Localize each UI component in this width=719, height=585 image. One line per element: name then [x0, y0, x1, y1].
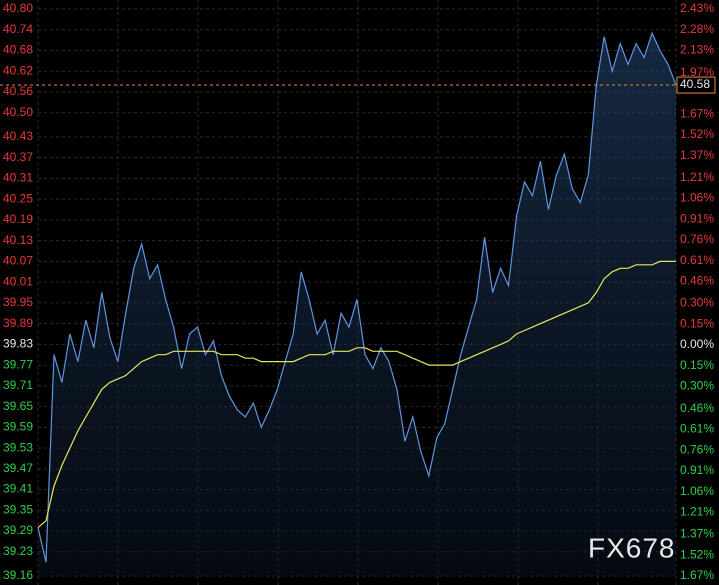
y-tick-label: 40.13 [3, 233, 33, 247]
y-tick-label: 39.89 [3, 316, 33, 330]
y2-tick-label: 0.91% [680, 463, 714, 477]
y-tick-label: 40.62 [3, 63, 33, 77]
y2-tick-label: 1.67% [680, 568, 714, 582]
y2-tick-label: 0.61% [680, 422, 714, 436]
watermark: FX678 [588, 532, 676, 563]
y2-tick-label: 0.00% [680, 337, 714, 351]
y2-tick-label: 1.52% [680, 127, 714, 141]
y-tick-label: 39.47 [3, 461, 33, 475]
y2-tick-label: 0.15% [680, 358, 714, 372]
y2-tick-label: 1.06% [680, 191, 714, 205]
y2-tick-label: 1.06% [680, 484, 714, 498]
y-tick-label: 39.59 [3, 420, 33, 434]
y-tick-label: 39.77 [3, 357, 33, 371]
price-area [38, 33, 676, 576]
last-price-box [676, 76, 716, 94]
y2-tick-label: 0.15% [680, 316, 714, 330]
y2-tick-label: 0.76% [680, 442, 714, 456]
y-tick-label: 40.68 [3, 43, 33, 57]
y2-tick-label: 1.97% [680, 65, 714, 79]
y-tick-label: 39.71 [3, 378, 33, 392]
y-tick-label: 40.07 [3, 254, 33, 268]
y-tick-label: 40.80 [3, 1, 33, 15]
y-tick-label: 39.83 [3, 337, 33, 351]
y-tick-label: 39.29 [3, 523, 33, 537]
y-tick-label: 39.23 [3, 544, 33, 558]
y-tick-label: 39.65 [3, 399, 33, 413]
y2-tick-label: 1.37% [680, 148, 714, 162]
y-tick-label: 39.35 [3, 502, 33, 516]
y-tick-label: 40.19 [3, 212, 33, 226]
y2-tick-label: 2.43% [680, 1, 714, 15]
y-tick-label: 39.16 [3, 568, 33, 582]
y2-tick-label: 2.28% [680, 22, 714, 36]
y2-tick-label: 1.37% [680, 527, 714, 541]
y-tick-label: 40.43 [3, 129, 33, 143]
y-tick-label: 39.41 [3, 482, 33, 496]
last-price-label: 40.58 [680, 77, 710, 91]
y-tick-label: 40.74 [3, 22, 33, 36]
y2-tick-label: 1.52% [680, 547, 714, 561]
y-tick-label: 39.95 [3, 295, 33, 309]
y-tick-label: 39.53 [3, 440, 33, 454]
y-tick-label: 40.37 [3, 150, 33, 164]
y-tick-label: 40.56 [3, 84, 33, 98]
y2-tick-label: 0.76% [680, 232, 714, 246]
y-tick-label: 40.50 [3, 105, 33, 119]
y2-tick-label: 0.46% [680, 274, 714, 288]
average-line [37, 260, 676, 529]
y2-tick-label: 0.30% [680, 296, 714, 310]
y2-tick-label: 2.13% [680, 43, 714, 57]
y2-tick-label: 1.21% [680, 505, 714, 519]
y2-tick-label: 0.30% [680, 379, 714, 393]
y2-tick-label: 0.91% [680, 211, 714, 225]
y2-tick-label: 0.61% [680, 253, 714, 267]
y-tick-label: 40.31 [3, 171, 33, 185]
y2-tick-label: 0.46% [680, 401, 714, 415]
y-tick-label: 40.01 [3, 274, 33, 288]
y2-tick-label: 1.67% [680, 106, 714, 120]
price-line [37, 31, 677, 563]
y2-tick-label: 1.21% [680, 170, 714, 184]
y-tick-label: 40.25 [3, 191, 33, 205]
